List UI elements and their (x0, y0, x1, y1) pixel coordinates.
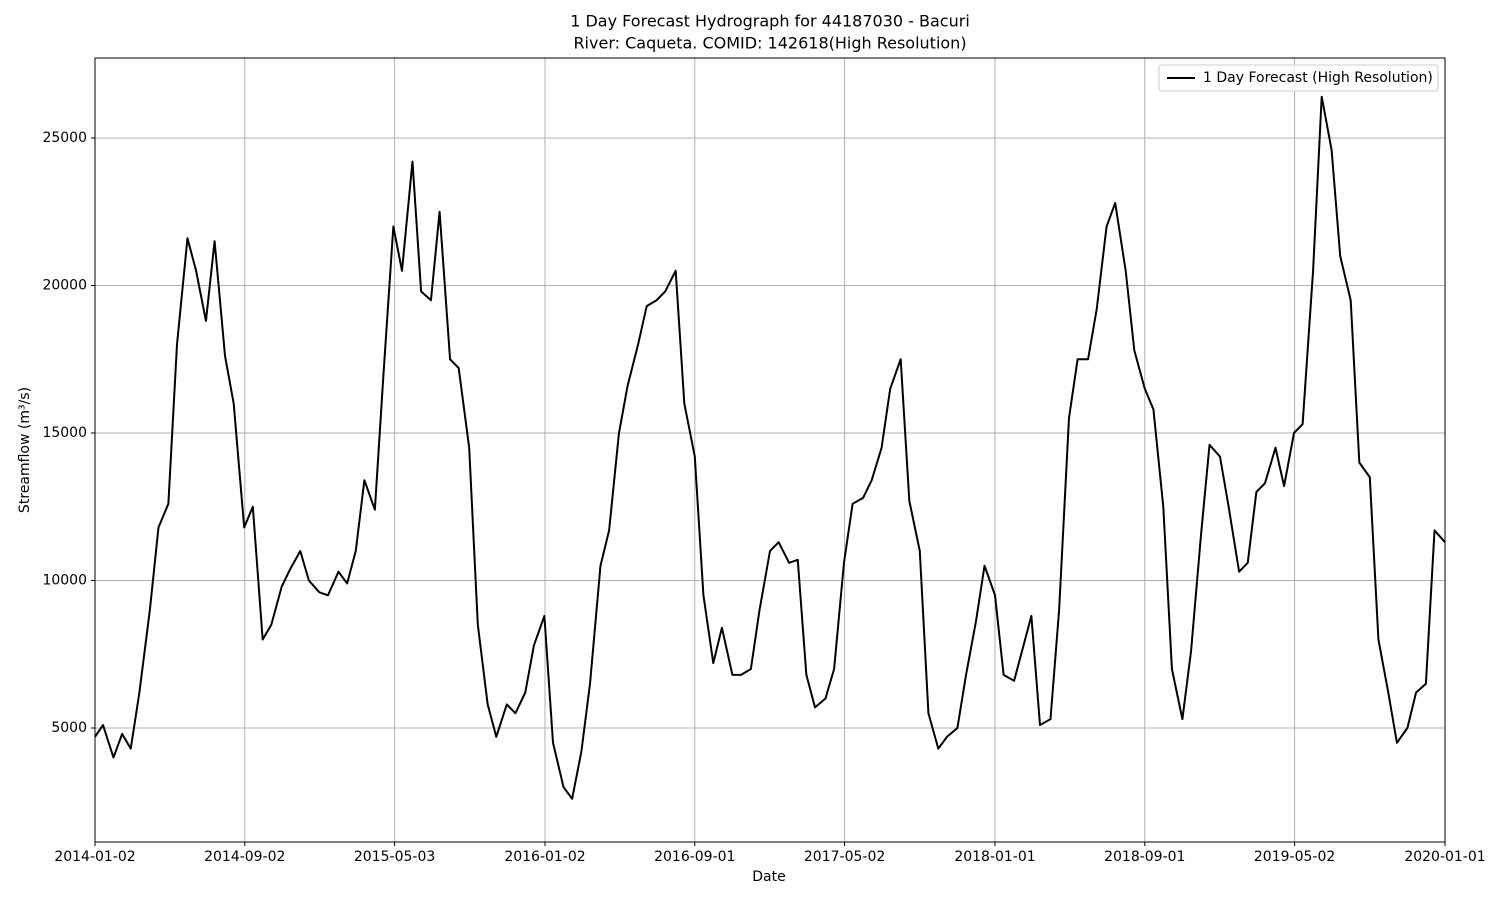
x-tick-label: 2018-01-01 (954, 849, 1035, 865)
legend-label: 1 Day Forecast (High Resolution) (1203, 70, 1433, 86)
legend-box (1158, 64, 1439, 92)
x-tick-label: 2014-01-02 (54, 849, 135, 865)
y-tick-label: 10000 (42, 573, 87, 589)
data-line (94, 95, 1446, 800)
x-tick-label: 2019-05-02 (1254, 849, 1335, 865)
x-tick-label: 2017-05-02 (804, 849, 885, 865)
y-axis-label: Streamflow (m³/s) (17, 387, 33, 513)
chart-subtitle: River: Caqueta. COMID: 142618(High Resol… (573, 34, 966, 53)
x-tick-label: 2014-09-02 (204, 849, 285, 865)
x-tick-label: 2015-05-03 (354, 849, 435, 865)
x-tick-label: 2020-01-01 (1404, 849, 1485, 865)
x-axis-label: Date (752, 869, 785, 885)
x-tick-label: 2016-01-02 (504, 849, 585, 865)
y-tick-label: 25000 (42, 130, 87, 146)
chart-title: 1 Day Forecast Hydrograph for 44187030 -… (570, 12, 970, 31)
y-tick-label: 5000 (51, 720, 87, 736)
y-tick-label: 15000 (42, 425, 87, 441)
plot-frame (94, 57, 1446, 843)
y-tick-label: 20000 (42, 278, 87, 294)
x-tick-label: 2018-09-01 (1104, 849, 1185, 865)
x-tick-label: 2016-09-01 (654, 849, 735, 865)
